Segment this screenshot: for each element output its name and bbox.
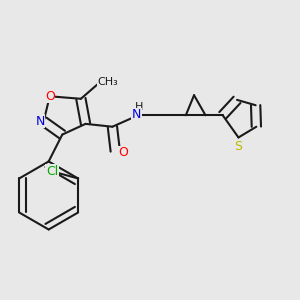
Text: H: H (135, 102, 143, 112)
Text: N: N (132, 108, 141, 122)
Text: S: S (235, 140, 242, 153)
Text: CH₃: CH₃ (98, 76, 118, 87)
Text: N: N (35, 115, 45, 128)
Text: Cl: Cl (46, 165, 58, 178)
Text: O: O (45, 90, 55, 103)
Text: O: O (118, 146, 128, 159)
